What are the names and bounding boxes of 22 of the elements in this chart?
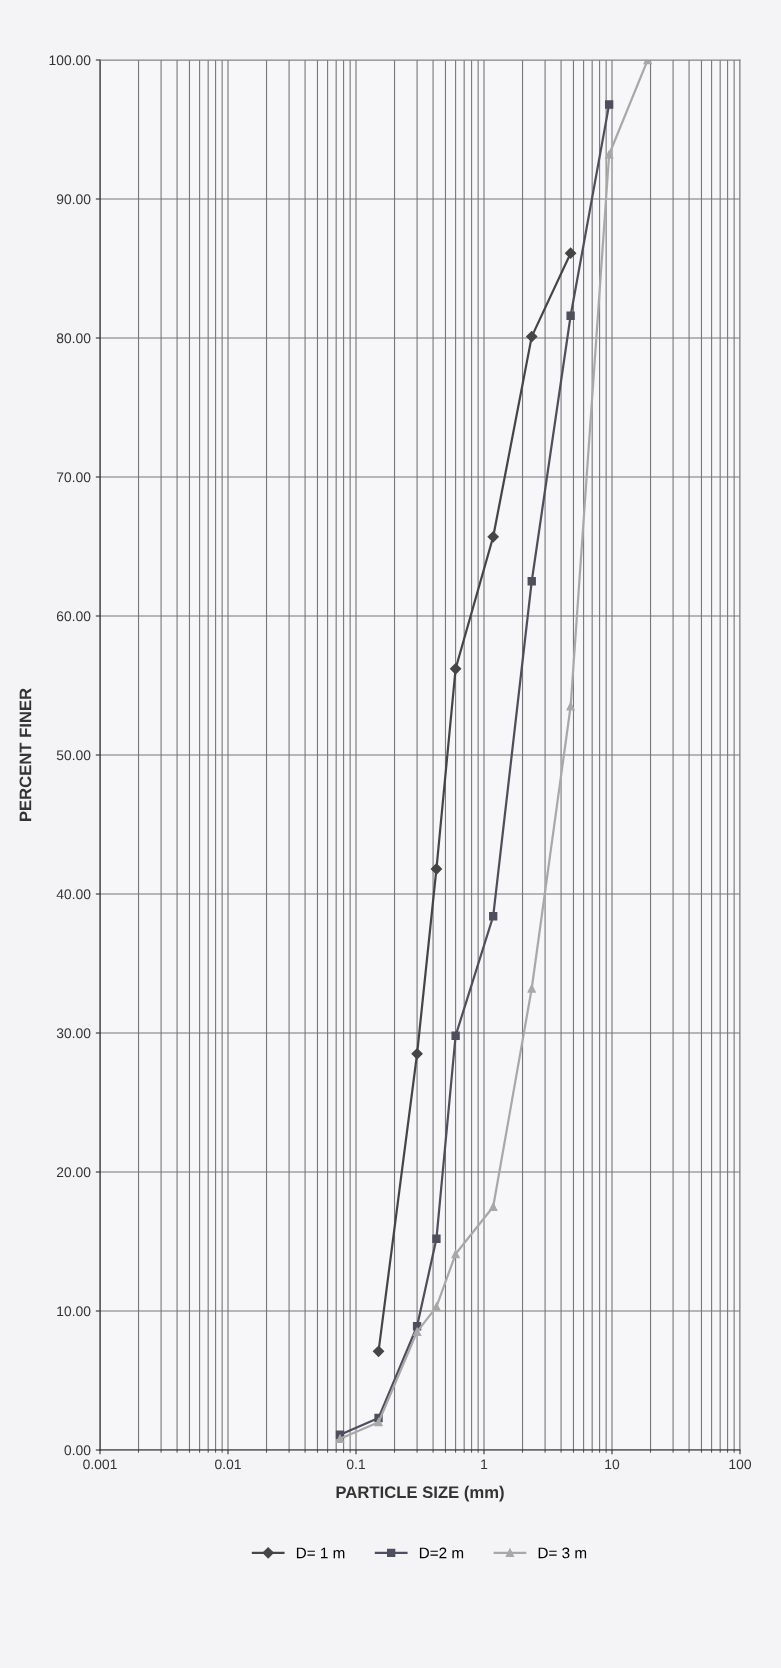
x-axis-title: PARTICLE SIZE (mm) bbox=[336, 1485, 504, 1502]
y-tick-label: 20.00 bbox=[56, 1167, 91, 1178]
x-tick-label: 0.1 bbox=[346, 1459, 365, 1470]
x-tick-label: 0.001 bbox=[83, 1459, 117, 1470]
y-tick-label: 50.00 bbox=[56, 750, 91, 761]
x-tick-label: 10 bbox=[605, 1459, 620, 1470]
y-tick-label: 30.00 bbox=[56, 1028, 91, 1039]
y-tick-label: 40.00 bbox=[56, 889, 91, 900]
y-axis-title: PERCENT FINER bbox=[19, 688, 32, 822]
x-tick-label: 1 bbox=[481, 1459, 488, 1470]
legend-label: D= 3 m bbox=[538, 1547, 587, 1559]
y-tick-label: 10.00 bbox=[57, 1306, 91, 1317]
y-tick-label: 80.00 bbox=[56, 333, 91, 344]
x-tick-label: 0.01 bbox=[215, 1459, 241, 1470]
legend-label: D= 1 m bbox=[296, 1547, 345, 1559]
y-tick-label: 0.00 bbox=[64, 1445, 91, 1456]
y-tick-label: 60.00 bbox=[56, 611, 91, 622]
legend-label: D=2 m bbox=[419, 1547, 464, 1559]
x-tick-label: 100 bbox=[729, 1459, 752, 1470]
y-tick-label: 90.00 bbox=[56, 194, 91, 205]
y-tick-label: 100.00 bbox=[49, 55, 91, 66]
y-tick-label: 70.00 bbox=[56, 472, 91, 483]
